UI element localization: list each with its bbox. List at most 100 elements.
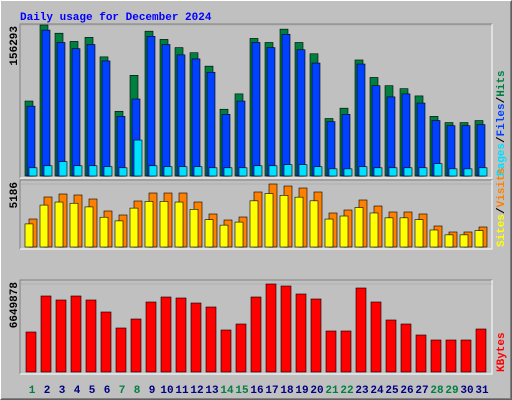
bar xyxy=(26,105,36,177)
x-tick-label: 6 xyxy=(104,385,111,397)
bar xyxy=(191,58,201,177)
bar xyxy=(220,329,232,373)
bar xyxy=(130,318,142,373)
bar xyxy=(460,339,472,373)
legend: Sites/Visits xyxy=(496,168,508,247)
bar xyxy=(24,223,34,248)
x-tick-label: 4 xyxy=(74,385,81,397)
legend-entry: Visits xyxy=(496,168,508,208)
panel-light xyxy=(20,180,493,250)
bar xyxy=(373,167,383,177)
bar xyxy=(414,219,424,248)
x-tick-label: 22 xyxy=(340,385,353,397)
x-tick-label: 8 xyxy=(134,385,141,397)
x-tick-label: 26 xyxy=(400,385,413,397)
x-tick-label: 19 xyxy=(295,385,308,397)
bar xyxy=(174,201,184,248)
bar xyxy=(358,166,368,177)
bar xyxy=(249,200,259,248)
legend-separator: / xyxy=(496,207,508,214)
bar xyxy=(133,139,143,177)
legend: Pages/Files/Hits xyxy=(496,70,508,176)
bar xyxy=(474,230,484,248)
x-tick-label: 5 xyxy=(89,385,96,397)
bar xyxy=(294,196,304,248)
bar xyxy=(446,125,456,177)
bar xyxy=(343,168,353,177)
bar xyxy=(355,287,367,373)
legend-separator: / xyxy=(496,96,508,103)
legend-entry: Pages xyxy=(496,143,508,176)
bar xyxy=(251,42,261,177)
bar xyxy=(463,168,473,177)
bar xyxy=(86,44,96,177)
x-tick-label: 18 xyxy=(280,385,294,397)
x-tick-label: 2 xyxy=(44,385,51,397)
legend-entry: Sites xyxy=(496,214,508,247)
bar xyxy=(296,49,306,177)
bar xyxy=(223,167,233,177)
bar xyxy=(116,116,126,177)
bar xyxy=(71,48,81,177)
x-tick-label: 3 xyxy=(59,385,66,397)
bar xyxy=(190,302,202,373)
bar xyxy=(356,63,366,177)
bar xyxy=(208,167,218,177)
bar xyxy=(28,167,38,177)
bar xyxy=(415,334,427,373)
bar xyxy=(118,167,128,177)
bar xyxy=(234,221,244,248)
bar xyxy=(88,165,98,177)
x-tick-label: 25 xyxy=(385,385,399,397)
bar xyxy=(85,299,97,373)
bar xyxy=(100,311,112,373)
bar xyxy=(175,297,187,373)
bar xyxy=(114,220,124,248)
bar xyxy=(418,167,428,177)
x-tick-label: 14 xyxy=(220,385,234,397)
bar xyxy=(385,319,397,373)
bar xyxy=(219,224,229,248)
bar xyxy=(55,299,67,373)
bar xyxy=(25,331,37,373)
bar xyxy=(204,219,214,248)
bar xyxy=(148,165,158,177)
bar xyxy=(159,201,169,248)
bar xyxy=(388,167,398,177)
bar xyxy=(145,301,157,373)
x-tick-label: 28 xyxy=(430,385,444,397)
bar xyxy=(384,217,394,248)
x-tick-label: 9 xyxy=(149,385,156,397)
bar xyxy=(298,164,308,177)
y-tick-label: 6649878 xyxy=(9,282,21,329)
legend: KBytes xyxy=(496,332,508,372)
bar xyxy=(324,218,334,248)
bar xyxy=(39,204,49,248)
bar xyxy=(433,163,443,177)
bar xyxy=(193,166,203,177)
x-tick-label: 24 xyxy=(370,385,384,397)
bar xyxy=(399,217,409,248)
bar xyxy=(459,234,469,248)
bar xyxy=(370,301,382,373)
bar xyxy=(341,114,351,177)
legend-entry: KBytes xyxy=(496,332,508,372)
panel-shadow xyxy=(19,179,492,249)
x-tick-label: 29 xyxy=(445,385,458,397)
bar xyxy=(41,29,51,177)
bar xyxy=(69,202,79,248)
bar xyxy=(144,201,154,248)
bar xyxy=(416,102,426,177)
panel-light xyxy=(20,24,493,179)
bar xyxy=(43,165,53,177)
bar xyxy=(445,339,457,373)
bar xyxy=(115,327,127,373)
legend-entry: Hits xyxy=(496,70,508,96)
bar xyxy=(221,114,231,177)
bar xyxy=(99,216,109,248)
bar xyxy=(56,42,66,177)
x-tick-label: 10 xyxy=(160,385,173,397)
panel-light xyxy=(20,280,493,375)
